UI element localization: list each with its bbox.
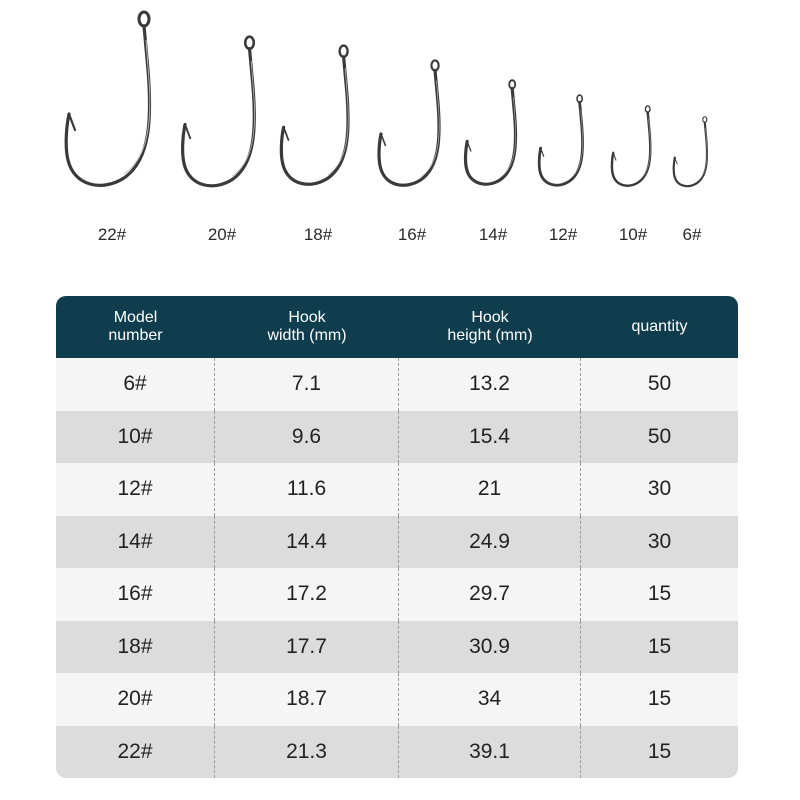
cell-hook-width: 21.3 [215,725,399,778]
hook-size-label: 14# [478,225,508,244]
cell-hook-height: 24.9 [399,515,581,568]
cell-hook-width: 14.4 [215,515,399,568]
cell-hook-width: 17.2 [215,568,399,621]
cell-hook-height: 39.1 [399,725,581,778]
header-model-number: Model number [108,309,163,344]
cell-model-number: 18# [56,620,215,673]
table-header: Model number Hook width (mm) Hook height… [56,296,738,358]
cell-quantity: 50 [647,372,672,396]
cell-hook-width: 17.7 [215,620,399,673]
table-row: 6# 7.1 13.2 50 [56,358,738,411]
table-row: 12# 11.6 21 30 [56,463,738,516]
fish-hook-icon [62,10,162,188]
cell-quantity: 15 [647,739,672,763]
cell-quantity: 15 [647,582,672,606]
cell-hook-width: 11.6 [215,463,399,516]
fish-hook-icon [672,115,712,187]
cell-quantity: 30 [647,529,672,553]
cell-model-number: 20# [56,673,215,726]
cell-model-number: 22# [56,725,215,778]
table-row: 10# 9.6 15.4 50 [56,410,738,463]
cell-hook-height: 21 [399,463,581,516]
cell-hook-width: 9.6 [215,410,399,463]
table-body: 6# 7.1 13.2 50 10# 9.6 15.4 50 12# 11.6 21 30 14# 14.… [56,358,738,778]
cell-hook-width: 18.7 [215,673,399,726]
hook-size-label: 22# [97,225,127,244]
fish-hook-icon [463,79,523,186]
cell-hook-height: 34 [399,673,581,726]
header-quantity: quantity [631,318,688,335]
cell-hook-height: 15.4 [399,410,581,463]
hook-size-label: 18# [303,225,333,244]
fish-hook-icon [179,35,265,188]
header-hook-width: Hook width (mm) [267,309,347,344]
hook-size-label: 6# [682,225,702,244]
hook-spec-table: Model number Hook width (mm) Hook height… [56,296,738,778]
table-row: 20# 18.7 34 15 [56,673,738,726]
cell-quantity: 30 [647,477,672,501]
cell-model-number: 14# [56,515,215,568]
table-row: 14# 14.4 24.9 30 [56,515,738,568]
cell-model-number: 12# [56,463,215,516]
cell-hook-height: 30.9 [399,620,581,673]
table-row: 16# 17.2 29.7 15 [56,568,738,621]
fish-hook-icon [610,105,656,187]
cell-hook-height: 13.2 [399,358,581,411]
fish-hook-icon [278,43,358,186]
hook-size-label: 20# [207,225,237,244]
cell-hook-width: 7.1 [215,358,399,411]
header-hook-height: Hook height (mm) [447,309,533,344]
cell-quantity: 15 [647,687,672,711]
hook-size-label: 12# [548,225,578,244]
hook-size-label: 10# [618,225,648,244]
table-row: 22# 21.3 39.1 15 [56,725,738,778]
fish-hook-icon [376,59,448,187]
cell-model-number: 16# [56,568,215,621]
table-row: 18# 17.7 30.9 15 [56,620,738,673]
cell-hook-height: 29.7 [399,568,581,621]
cell-model-number: 10# [56,410,215,463]
cell-quantity: 50 [647,424,672,448]
hook-size-label: 16# [397,225,427,244]
cell-model-number: 6# [56,358,215,411]
fish-hook-icon [537,94,589,187]
cell-quantity: 15 [647,634,672,658]
hook-illustrations: 22# 20# 18# 16# 14# 12# 10# 6# [0,0,800,270]
